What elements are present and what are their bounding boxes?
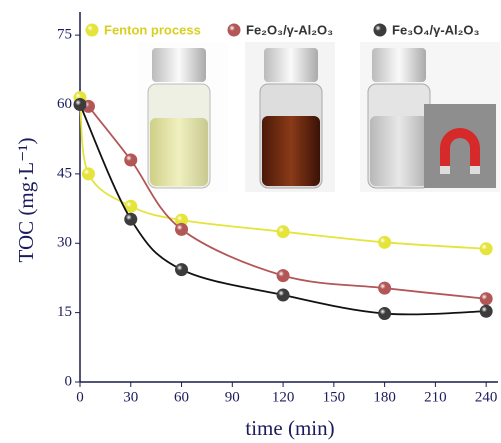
y-tick-label: 15 <box>57 304 72 320</box>
x-tick-label: 240 <box>475 389 498 405</box>
x-tick-label: 90 <box>225 389 240 405</box>
data-point <box>276 288 290 302</box>
legend-label: Fe₂O₃/γ-Al₂O₃ <box>246 22 333 37</box>
y-tick-label: 45 <box>57 165 72 181</box>
data-point <box>479 304 493 318</box>
legend-label: Fenton process <box>104 22 201 37</box>
y-axis-label: TOC (mg·L⁻¹) <box>14 138 38 263</box>
photos <box>138 42 500 192</box>
data-point <box>378 235 392 249</box>
y-tick-label: 30 <box>57 235 72 251</box>
data-point <box>378 307 392 321</box>
x-tick-label: 180 <box>373 389 396 405</box>
data-point <box>81 167 95 181</box>
data-point <box>479 292 493 306</box>
data-point <box>479 242 493 256</box>
data-point <box>175 222 189 236</box>
x-tick-label: 150 <box>323 389 346 405</box>
data-point <box>378 281 392 295</box>
legend-label: Fe₃O₄/γ-Al₂O₃ <box>392 22 480 37</box>
legend-marker <box>373 23 387 37</box>
y-tick-label: 75 <box>57 27 72 43</box>
x-tick-label: 60 <box>174 389 189 405</box>
data-point <box>175 213 189 227</box>
data-point <box>124 212 138 226</box>
data-point <box>276 269 290 283</box>
x-tick-label: 120 <box>272 389 295 405</box>
data-point <box>124 199 138 213</box>
data-point <box>73 98 87 111</box>
series-line <box>79 104 487 316</box>
legend-marker <box>227 23 241 37</box>
x-tick-label: 0 <box>76 389 84 405</box>
x-tick-label: 210 <box>424 389 447 405</box>
y-tick-label: 0 <box>65 373 73 389</box>
data-point <box>124 153 138 167</box>
y-tick-label: 60 <box>57 96 72 112</box>
x-tick-label: 30 <box>123 389 138 405</box>
data-point <box>175 263 189 277</box>
legend-marker <box>85 23 99 37</box>
x-axis-label: time (min) <box>245 416 334 440</box>
data-point <box>276 225 290 239</box>
